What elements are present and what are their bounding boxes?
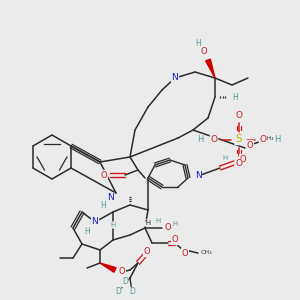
Polygon shape bbox=[206, 59, 215, 78]
Text: S: S bbox=[235, 134, 242, 145]
Text: H: H bbox=[172, 221, 178, 227]
Text: H: H bbox=[222, 155, 228, 161]
Text: H: H bbox=[100, 202, 106, 211]
Text: O: O bbox=[101, 170, 107, 179]
Text: O: O bbox=[247, 140, 253, 149]
Text: O: O bbox=[165, 224, 171, 232]
Text: O: O bbox=[144, 248, 150, 256]
Text: O: O bbox=[211, 135, 218, 144]
Text: H: H bbox=[84, 227, 90, 236]
Text: 'H: 'H bbox=[144, 220, 152, 226]
Text: O: O bbox=[235, 160, 242, 169]
Text: O: O bbox=[119, 268, 125, 277]
Text: O: O bbox=[235, 110, 242, 119]
Text: O: O bbox=[260, 135, 266, 144]
Text: CH₃: CH₃ bbox=[262, 136, 274, 142]
Text: N: N bbox=[195, 172, 201, 181]
Text: O: O bbox=[182, 248, 188, 257]
Text: D: D bbox=[122, 278, 128, 286]
Text: H: H bbox=[274, 135, 281, 144]
Text: H: H bbox=[155, 218, 160, 224]
Text: H: H bbox=[195, 40, 201, 49]
Text: D: D bbox=[129, 287, 135, 296]
Text: H: H bbox=[232, 92, 238, 101]
Polygon shape bbox=[100, 263, 116, 272]
Text: D: D bbox=[115, 287, 121, 296]
Text: O: O bbox=[201, 47, 207, 56]
Text: CH₃: CH₃ bbox=[200, 250, 212, 256]
Text: H: H bbox=[110, 222, 116, 228]
Text: N: N bbox=[172, 74, 178, 82]
Text: O: O bbox=[172, 236, 178, 244]
Text: H: H bbox=[196, 135, 203, 144]
Text: O: O bbox=[240, 154, 246, 164]
Text: N: N bbox=[92, 218, 98, 226]
Text: N: N bbox=[108, 194, 114, 202]
